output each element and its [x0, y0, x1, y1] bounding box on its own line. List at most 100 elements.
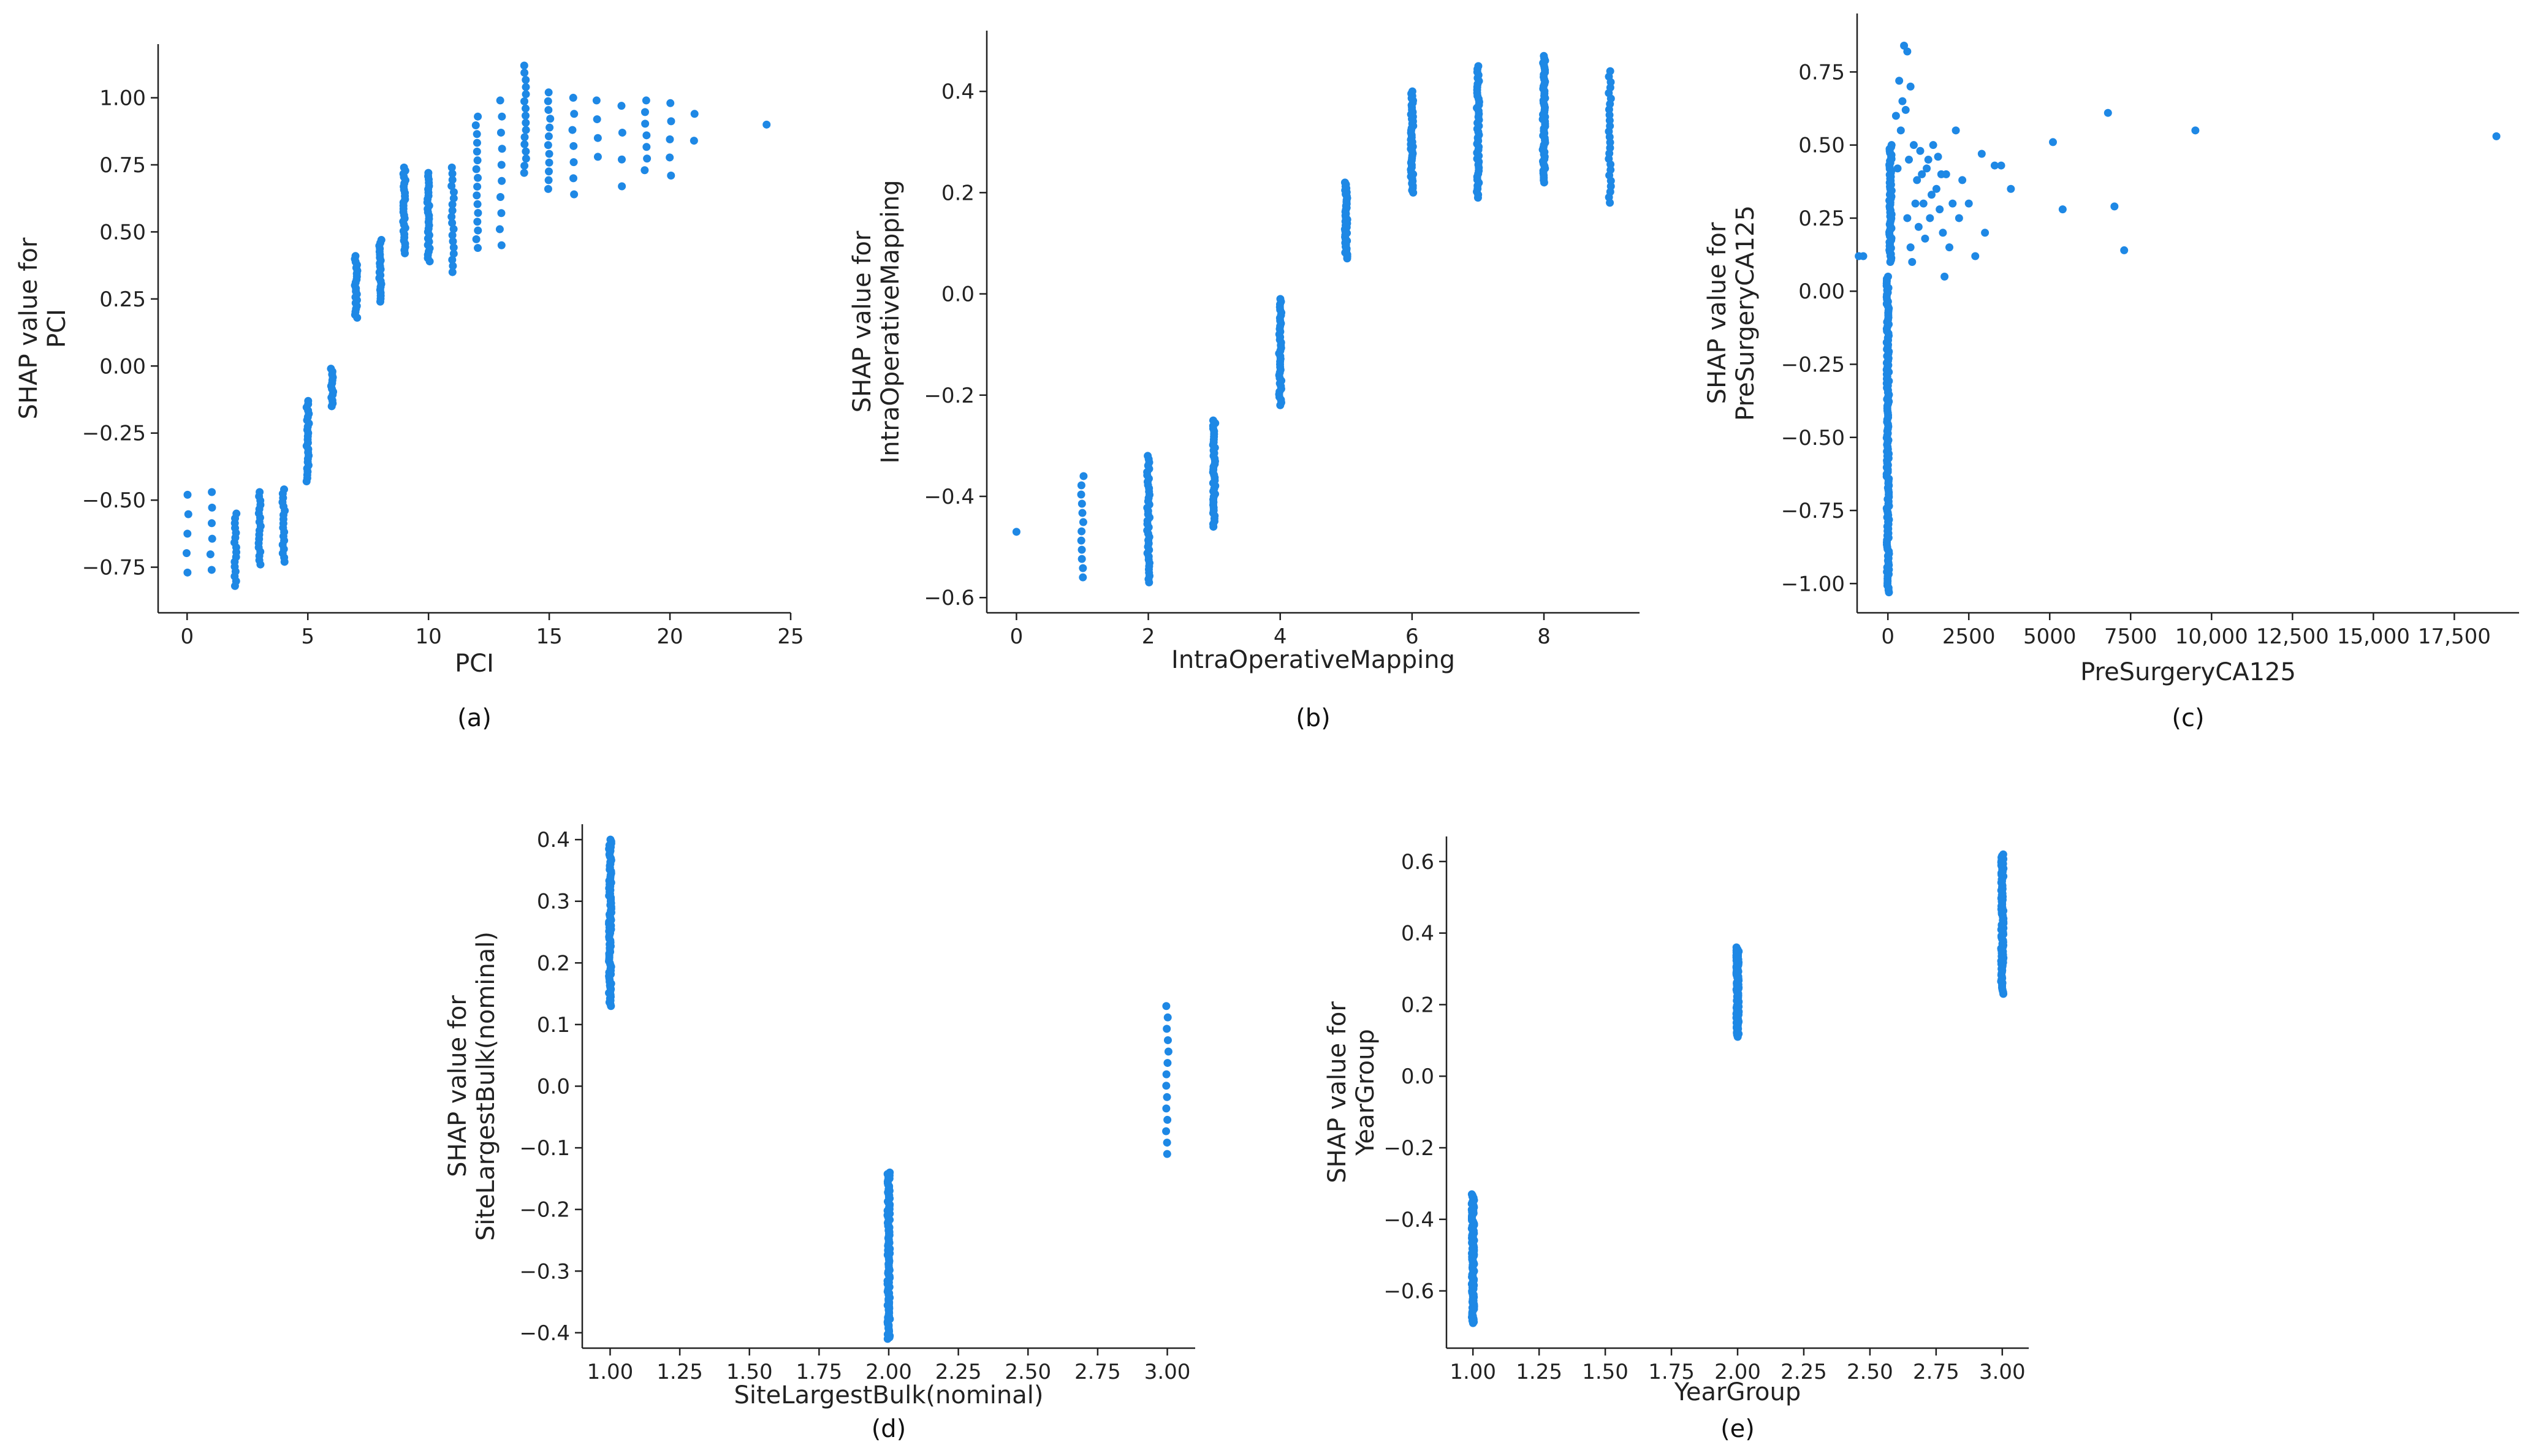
y-tick-label: 0.4	[941, 80, 975, 104]
y-axis-label-line: PCI	[43, 309, 71, 348]
x-tick-label: 5	[301, 624, 314, 649]
y-tick-label: −0.75	[1781, 499, 1845, 523]
scatter-point	[641, 119, 650, 128]
scatter-point	[497, 241, 506, 249]
scatter-point	[1606, 182, 1615, 191]
scatter-point	[642, 143, 651, 151]
scatter-point	[2104, 108, 2112, 117]
scatter-point	[449, 188, 458, 197]
scatter-point	[617, 155, 626, 164]
scatter-point	[522, 112, 530, 120]
x-tick-label: 15,000	[2337, 624, 2410, 649]
scatter-point	[1891, 112, 1900, 120]
scatter-point	[495, 225, 504, 233]
scatter-point	[1952, 126, 1960, 135]
scatter-point	[1908, 258, 1917, 267]
scatter-point	[182, 549, 191, 558]
scatter-point	[1732, 943, 1741, 952]
y-axis-label: SHAP value forIntraOperativeMapping	[848, 180, 905, 464]
scatter-point	[183, 568, 192, 577]
scatter-point	[690, 137, 698, 145]
x-tick-label: 2.25	[1781, 1360, 1827, 1384]
scatter-point	[1923, 164, 1931, 173]
scatter-point	[520, 140, 529, 148]
scatter-point	[666, 135, 674, 143]
scatter-point	[448, 175, 457, 184]
scatter-point	[1163, 1013, 1172, 1022]
scatter-point	[449, 262, 457, 270]
x-tick-label: 4	[1274, 624, 1287, 649]
scatter-point	[522, 126, 530, 134]
scatter-point	[1939, 229, 1947, 237]
y-tick-label: 0.2	[537, 951, 570, 976]
scatter-point	[1162, 1070, 1171, 1079]
y-tick-label: 0.50	[99, 220, 146, 245]
x-tick-label: 1.00	[587, 1360, 634, 1384]
x-tick-label: 1.75	[1648, 1360, 1695, 1384]
scatter-point	[1893, 164, 1902, 173]
y-tick-label: −0.3	[519, 1259, 570, 1284]
scatter-point	[1164, 1047, 1172, 1056]
scatter-point	[666, 99, 675, 107]
chart-panel-d: 1.00 1.25 1.50 1.75 2.00 2.25 2.50 2.75 3.00 −0.4…	[444, 824, 1195, 1443]
scatter-point	[447, 163, 456, 172]
scatter-point	[448, 231, 457, 240]
x-tick-label: 1.25	[1516, 1360, 1562, 1384]
scatter-point	[256, 488, 264, 496]
scatter-point	[520, 133, 529, 142]
x-tick-label: 2.00	[1714, 1360, 1761, 1384]
scatter-point	[568, 126, 577, 134]
scatter-point	[522, 83, 530, 91]
scatter-point	[640, 108, 649, 116]
scatter-point	[1903, 214, 1912, 222]
x-tick-label: 10	[416, 624, 442, 649]
scatter-point	[1913, 176, 1921, 184]
scatter-point	[643, 154, 652, 163]
scatter-point	[1934, 153, 1942, 161]
y-tick-label: 0.0	[941, 282, 975, 307]
scatter-point	[666, 153, 674, 162]
x-axis-label: IntraOperativeMapping	[1171, 646, 1455, 674]
scatter-point	[546, 115, 555, 123]
x-tick-label: 0	[1881, 624, 1895, 649]
scatter-point	[448, 207, 457, 215]
scatter-point	[473, 138, 481, 147]
scatter-point	[522, 154, 530, 163]
y-tick-label: −0.6	[1383, 1280, 1434, 1304]
scatter-point	[1079, 518, 1087, 526]
panel-caption: (e)	[1720, 1415, 1755, 1443]
scatter-point	[206, 550, 215, 559]
scatter-point	[1895, 77, 1904, 85]
scatter-point	[2492, 132, 2501, 140]
scatter-point	[1012, 528, 1020, 536]
scatter-point	[473, 191, 481, 200]
scatter-point	[520, 61, 528, 70]
scatter-point	[424, 169, 433, 177]
scatter-point	[1162, 1104, 1171, 1113]
scatter-point	[474, 112, 482, 121]
x-tick-label: 8	[1537, 624, 1551, 649]
scatter-point	[640, 166, 649, 175]
scatter-point	[1408, 87, 1416, 96]
scatter-points	[1855, 41, 2501, 597]
y-tick-label: −0.50	[82, 488, 146, 513]
scatter-point	[545, 123, 554, 132]
y-axis-label-line: SHAP value for	[15, 237, 43, 419]
chart-panel-e: 1.00 1.25 1.50 1.75 2.00 2.25 2.50 2.75 3.00 −0.6…	[1323, 836, 2029, 1443]
y-axis-label: SHAP value forYearGroup	[1323, 1001, 1380, 1183]
scatter-point	[1340, 178, 1349, 187]
scatter-point	[2110, 202, 2119, 211]
scatter-point	[496, 128, 505, 137]
x-tick-label: 17,500	[2418, 624, 2491, 649]
x-tick-label: 2.50	[1005, 1360, 1051, 1384]
y-tick-label: 0.4	[537, 828, 570, 852]
x-tick-label: 12,500	[2256, 624, 2329, 649]
scatter-point	[522, 90, 530, 99]
scatter-point	[1936, 205, 1944, 214]
scatter-point	[279, 485, 288, 494]
scatter-point	[448, 268, 457, 276]
scatter-point	[593, 153, 602, 161]
scatter-point	[473, 218, 482, 226]
scatter-point	[520, 97, 529, 105]
y-axis-label-line: PreSurgeryCA125	[1731, 205, 1760, 421]
